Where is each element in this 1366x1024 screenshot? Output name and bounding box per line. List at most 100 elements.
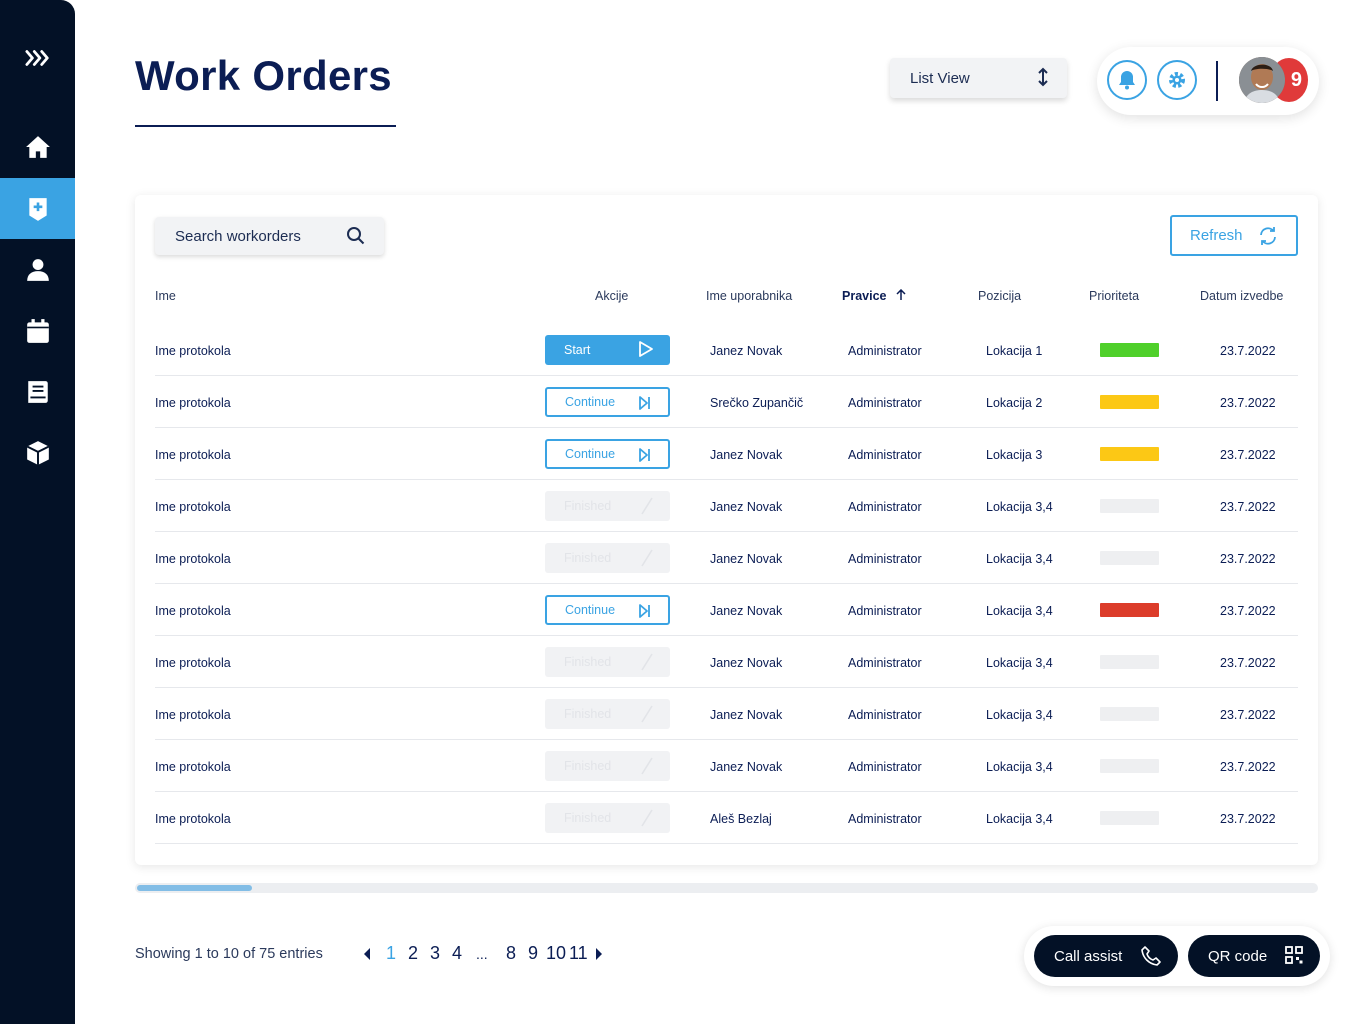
row-action-finished-button: Finished — [545, 803, 670, 833]
priority-indicator — [1100, 551, 1159, 565]
row-user-cell: Janez Novak — [710, 448, 783, 462]
table-row[interactable]: Ime protokola Janez Novak Administrator Lok… — [155, 584, 1298, 636]
sidebar — [0, 0, 75, 1024]
table-row[interactable]: Ime protokola Janez Novak Administrator Lok… — [155, 740, 1298, 792]
page-link[interactable]: 4 — [452, 943, 463, 963]
avatar[interactable] — [1239, 57, 1285, 103]
row-position-cell: Lokacija 3,4 — [986, 760, 1053, 774]
page-link[interactable]: 1 — [386, 943, 397, 963]
column-header-name[interactable]: Ime — [155, 289, 176, 303]
row-position-cell: Lokacija 3,4 — [986, 552, 1053, 566]
row-position-cell: Lokacija 1 — [986, 344, 1043, 358]
divider — [1216, 61, 1218, 101]
row-action-finished-button: Finished — [545, 699, 670, 729]
box-icon — [26, 440, 49, 465]
refresh-button[interactable]: Refresh — [1170, 215, 1298, 256]
row-name-cell: Ime protokola — [155, 812, 231, 826]
horizontal-scrollbar[interactable] — [135, 883, 1318, 893]
row-action-label: Finished — [564, 551, 612, 565]
page-link[interactable]: 8 — [506, 943, 517, 963]
row-name-cell: Ime protokola — [155, 396, 231, 410]
notifications-button[interactable] — [1107, 60, 1147, 100]
column-header-permissions[interactable]: Pravice — [842, 288, 907, 303]
row-action-continue-button[interactable]: Continue — [545, 439, 670, 469]
priority-indicator — [1100, 707, 1159, 721]
page-link[interactable]: 3 — [430, 943, 441, 963]
table-row[interactable]: Ime protokola Janez Novak Administrator Lok… — [155, 324, 1298, 376]
page-link[interactable]: 10 — [546, 943, 567, 963]
row-user-cell: Janez Novak — [710, 604, 783, 618]
row-action-label: Start — [564, 343, 591, 357]
priority-indicator — [1100, 447, 1159, 461]
column-header-actions[interactable]: Akcije — [595, 289, 629, 303]
user-icon — [26, 258, 49, 281]
row-action-label: Finished — [564, 655, 612, 669]
row-action-start-button[interactable]: Start — [545, 335, 670, 365]
table-row[interactable]: Ime protokola Janez Novak Administrator Lok… — [155, 688, 1298, 740]
row-role-cell: Administrator — [848, 396, 922, 410]
sidebar-item-documents[interactable] — [0, 361, 75, 422]
sidebar-item-users[interactable] — [0, 239, 75, 300]
sidebar-item-inventory[interactable] — [0, 422, 75, 483]
row-date-cell: 23.7.2022 — [1220, 760, 1276, 774]
column-header-position[interactable]: Pozicija — [978, 289, 1022, 303]
page-link[interactable]: 11 — [569, 943, 588, 963]
column-header-priority[interactable]: Prioriteta — [1089, 289, 1140, 303]
row-action-label: Continue — [565, 395, 616, 409]
qr-icon — [1285, 946, 1303, 964]
row-user-cell: Janez Novak — [710, 656, 783, 670]
search-icon — [347, 227, 365, 245]
row-name-cell: Ime protokola — [155, 448, 231, 462]
row-name-cell: Ime protokola — [155, 552, 231, 566]
column-header-date[interactable]: Datum izvedbe — [1200, 289, 1284, 303]
table-row[interactable]: Ime protokola Janez Novak Administrator Lok… — [155, 428, 1298, 480]
column-header-username[interactable]: Ime uporabnika — [706, 289, 793, 303]
row-name-cell: Ime protokola — [155, 708, 231, 722]
table-row[interactable]: Ime protokola Janez Novak Administrator Lok… — [155, 636, 1298, 688]
row-action-continue-button[interactable]: Continue — [545, 595, 670, 625]
disabled-slash-icon — [641, 653, 653, 671]
row-date-cell: 23.7.2022 — [1220, 552, 1276, 566]
row-role-cell: Administrator — [848, 604, 922, 618]
sidebar-item-calendar[interactable] — [0, 300, 75, 361]
page-link[interactable]: 9 — [528, 943, 539, 963]
row-action-label: Continue — [565, 603, 616, 617]
skip-icon — [639, 396, 650, 410]
row-action-label: Finished — [564, 707, 612, 721]
table-row[interactable]: Ime protokola Janez Novak Administrator Lok… — [155, 532, 1298, 584]
calendar-icon — [26, 318, 49, 343]
search-input[interactable]: Search workorders — [155, 217, 384, 255]
row-user-cell: Srečko Zupančič — [710, 396, 804, 410]
table-row[interactable]: Ime protokola Janez Novak Administrator Lok… — [155, 480, 1298, 532]
priority-indicator — [1100, 655, 1159, 669]
sidebar-expand-button[interactable] — [0, 27, 75, 88]
prev-page-icon[interactable] — [362, 947, 372, 961]
view-mode-select[interactable]: List View — [890, 58, 1067, 98]
scrollbar-thumb[interactable] — [137, 885, 252, 891]
sidebar-item-workorders[interactable] — [0, 178, 75, 239]
row-position-cell: Lokacija 3,4 — [986, 500, 1053, 514]
row-role-cell: Administrator — [848, 760, 922, 774]
row-action-finished-button: Finished — [545, 543, 670, 573]
row-action-continue-button[interactable]: Continue — [545, 387, 670, 417]
page-link[interactable]: 2 — [408, 943, 419, 963]
home-icon — [25, 135, 50, 158]
table-row[interactable]: Ime protokola Srečko Zupančič Administrato… — [155, 376, 1298, 428]
call-assist-button[interactable]: Call assist — [1034, 935, 1178, 977]
row-name-cell: Ime protokola — [155, 500, 231, 514]
row-action-finished-button: Finished — [545, 491, 670, 521]
row-action-label: Finished — [564, 759, 612, 773]
settings-button[interactable] — [1157, 60, 1197, 100]
next-page-icon[interactable] — [594, 947, 604, 961]
row-user-cell: Janez Novak — [710, 552, 783, 566]
refresh-icon — [1260, 227, 1276, 245]
table-row[interactable]: Ime protokola Aleš Bezlaj Administrator Lok… — [155, 792, 1298, 844]
title-underline — [135, 125, 396, 127]
row-date-cell: 23.7.2022 — [1220, 500, 1276, 514]
row-name-cell: Ime protokola — [155, 656, 231, 670]
page-title: Work Orders — [135, 52, 392, 99]
sidebar-item-home[interactable] — [0, 116, 75, 177]
medical-icon — [28, 197, 47, 221]
qr-code-button[interactable]: QR code — [1188, 935, 1320, 977]
row-position-cell: Lokacija 3,4 — [986, 656, 1053, 670]
